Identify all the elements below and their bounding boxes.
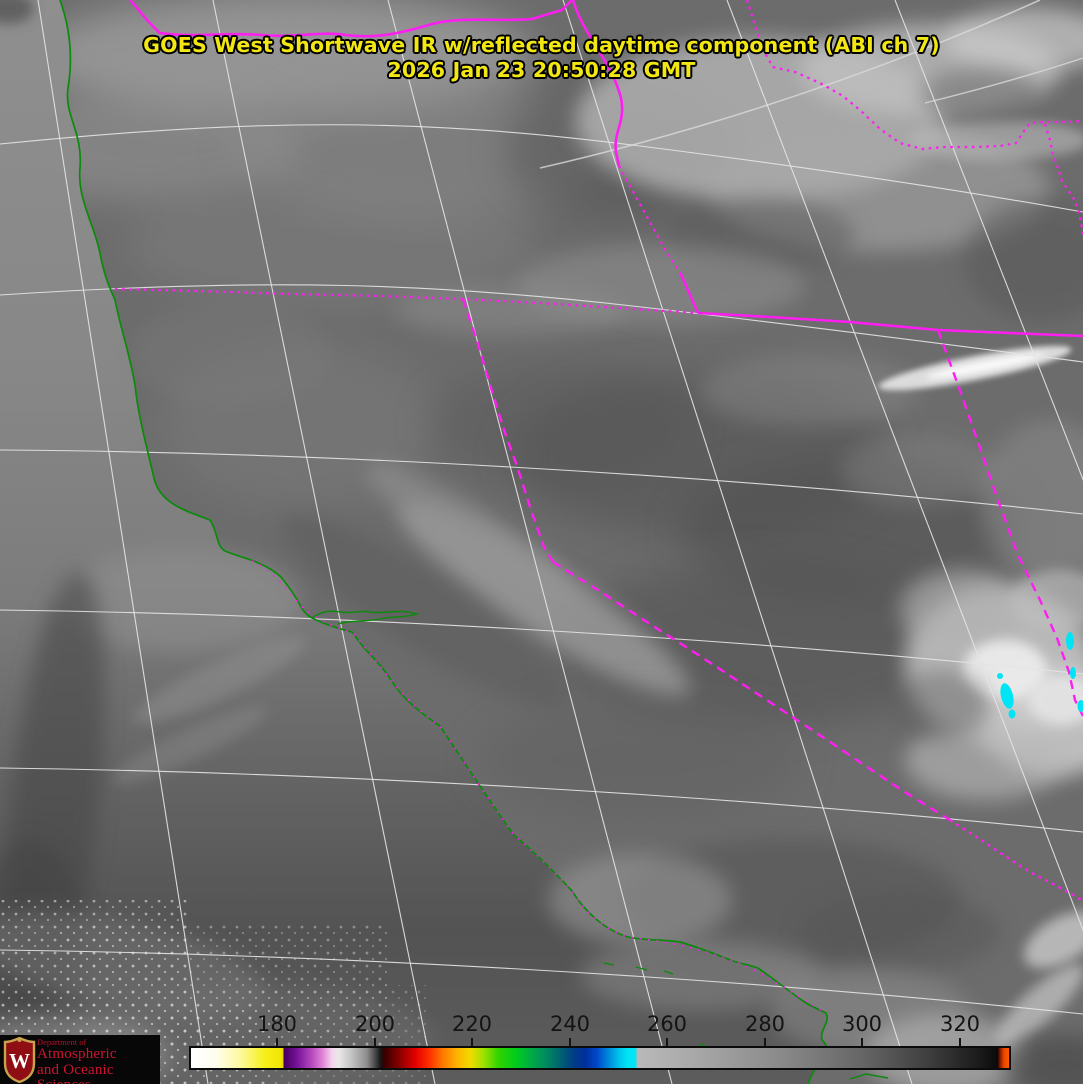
colorbar-tick — [764, 1038, 766, 1046]
logo-line-1: Atmospheric — [37, 1046, 117, 1062]
border-mt-id — [745, 0, 1083, 151]
colorbar-tick — [276, 1038, 278, 1046]
border-id-wy — [1043, 123, 1083, 237]
cloud-layer-north — [0, 0, 605, 307]
border-nv-id-42n — [697, 311, 1083, 338]
border-nv-ut-az — [936, 329, 1083, 717]
colorbar-tick — [666, 1038, 668, 1046]
cloud-layer-main — [130, 8, 1083, 1084]
colorbar-tick — [471, 1038, 473, 1046]
colorbar-tick — [374, 1038, 376, 1046]
colorbar-tick-label: 300 — [841, 1012, 883, 1036]
state-borders — [114, 0, 1083, 902]
colorbar-tick-label: 240 — [549, 1012, 591, 1036]
gridline-meridian — [37, 0, 209, 1084]
baja-coast — [849, 1073, 889, 1080]
gridline-parallel — [0, 609, 1083, 675]
logo-text: Department of Atmospheric and Oceanic Sc… — [37, 1038, 160, 1084]
gridline-parallel — [0, 284, 1083, 363]
colorbar-tick — [861, 1038, 863, 1046]
colorbar-tick-label: 260 — [646, 1012, 688, 1036]
border-wa-or — [129, 0, 573, 38]
uw-crest-icon: W — [3, 1037, 36, 1083]
border-or-id-straight — [617, 165, 681, 273]
pacific-ocean — [0, 0, 828, 1084]
channel-islands — [603, 962, 674, 975]
colorbar-tick-label: 180 — [256, 1012, 298, 1036]
title-line-2: 2026 Jan 23 20:50:28 GMT — [387, 58, 696, 82]
sf-bay-delta — [311, 610, 420, 625]
colorbar-gradient — [189, 1046, 1011, 1070]
colorbar-tick-label: 320 — [939, 1012, 981, 1036]
border-or-id-south — [678, 271, 700, 314]
title-line-1: GOES West Shortwave IR w/reflected dayti… — [143, 33, 940, 57]
gridline-parallel — [0, 767, 1083, 833]
colorbar-tick — [959, 1038, 961, 1046]
gridline-meridian — [726, 0, 1083, 932]
border-ca-nv-north — [461, 298, 555, 563]
logo-department-line: Department of — [37, 1037, 87, 1047]
border-or-ca-42n — [114, 287, 699, 315]
cold-cloud-top-pixels — [997, 632, 1083, 719]
crest-w: W — [9, 1049, 30, 1073]
coastline-pacific — [59, 0, 828, 1084]
colorbar-tick-label: 200 — [354, 1012, 396, 1036]
colorbar-tick-label: 220 — [451, 1012, 493, 1036]
logo-line-2: and Oceanic Sciences — [37, 1061, 114, 1084]
border-ca-nv-diagonal — [552, 560, 951, 822]
border-or-id-snake — [571, 0, 624, 167]
uw-aos-logo: W Department of Atmospheric and Oceanic … — [0, 1035, 160, 1084]
colorbar-tick — [569, 1038, 571, 1046]
gridline-meridian — [562, 0, 913, 1084]
gridline-meridian — [894, 0, 1083, 482]
gridline-parallel — [0, 949, 1083, 1015]
coastline-county-overlay — [251, 560, 827, 1014]
image-title: GOES West Shortwave IR w/reflected dayti… — [0, 33, 1083, 83]
gridline-meridian — [212, 0, 436, 1084]
gridline-meridian — [387, 0, 673, 1084]
border-ca-az-river — [949, 819, 1083, 902]
colorbar-tick-label: 280 — [744, 1012, 786, 1036]
